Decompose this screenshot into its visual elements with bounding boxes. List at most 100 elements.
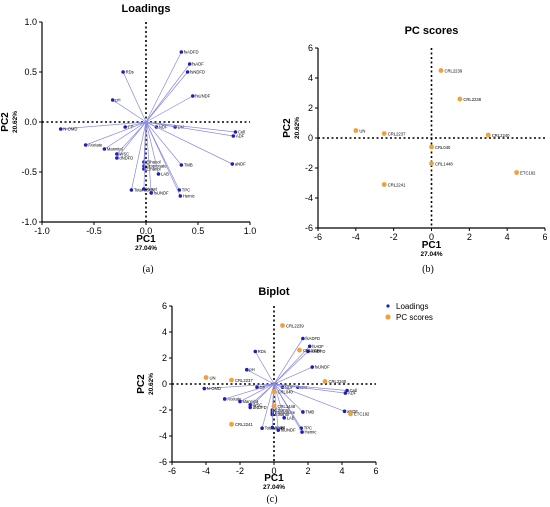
loading-vector (224, 383, 275, 400)
y-tick-label: -4 (305, 193, 313, 203)
loading-label: NDF (285, 385, 294, 390)
loading-label: dNDFD (253, 405, 267, 410)
loading-point (102, 147, 107, 151)
loading-point (58, 127, 63, 131)
loading-vector (273, 346, 310, 385)
loading-point (301, 336, 305, 341)
x-tick-label: 0.5 (192, 226, 205, 236)
loading-label: fsUNDF (281, 428, 296, 433)
loading-vector (122, 71, 147, 123)
score-label: CRL2237 (388, 131, 406, 136)
loading-vector (273, 383, 346, 394)
y-axis-sublabel: 20.62% (294, 117, 301, 139)
score-label: ETC192 (354, 412, 370, 417)
y-tick-label: -2 (159, 405, 167, 415)
loading-vector (273, 383, 285, 418)
loading-vector (112, 99, 147, 123)
x-tick-label: -1.0 (34, 226, 50, 236)
loading-point (276, 428, 281, 432)
y-tick-label: 2 (162, 353, 167, 363)
loading-vector (273, 383, 345, 412)
y-tick-label: 0.5 (24, 67, 37, 77)
loading-label: Acetate (227, 396, 242, 401)
x-axis-label: PC1 (136, 234, 156, 245)
loading-label: aNDF (235, 162, 246, 167)
loading-vector (145, 121, 233, 165)
panel-label: (b) (422, 264, 434, 275)
loading-vector (125, 121, 147, 128)
loading-point (121, 70, 125, 74)
loading-vector (273, 351, 309, 385)
score-label: CRL040 (278, 390, 294, 395)
loading-label: Acetate (88, 143, 103, 148)
loading-point (231, 134, 236, 138)
score-point (280, 323, 285, 328)
x-tick-label: 2 (305, 466, 310, 476)
y-tick-label: -2 (305, 163, 313, 173)
loading-point (179, 50, 184, 54)
loading-point (110, 98, 115, 102)
loading-vector (145, 121, 181, 197)
y-tick-label: 4 (162, 327, 167, 337)
y-axis-sublabel: 20.62% (148, 373, 155, 395)
loading-label: Mannitol (243, 399, 259, 404)
loading-point (202, 386, 207, 391)
score-label: CRL2239 (444, 68, 462, 73)
loading-point (248, 403, 252, 407)
loading-vector (145, 121, 234, 137)
x-tick-label: 4 (505, 232, 510, 242)
score-point (381, 131, 387, 136)
loading-point (260, 426, 264, 431)
loading-label: fsUNDF (154, 191, 169, 196)
score-label: CRL1448 (435, 161, 453, 166)
loading-label: fsUNDF (195, 94, 210, 99)
loading-label: DM (300, 385, 307, 390)
loading-label: RDs (258, 349, 266, 354)
loading-point (310, 365, 315, 369)
score-point (429, 161, 434, 166)
score-label: CRL2239 (286, 323, 304, 328)
loading-label: TMB (305, 409, 314, 414)
score-point (271, 389, 277, 395)
loading-vector (249, 383, 275, 408)
loading-label: fsADFD (305, 336, 320, 341)
score-point (429, 144, 434, 150)
loading-label: WSC (119, 152, 129, 157)
x-tick-label: 1.0 (244, 226, 257, 236)
y-tick-label: -6 (159, 457, 167, 467)
y-axis-label: PC2 (282, 118, 293, 138)
score-point (229, 377, 234, 383)
loading-label: dNDFD (119, 156, 133, 161)
loading-point (233, 130, 238, 134)
loading-point (156, 172, 161, 176)
loading-label: Hemic (305, 430, 317, 435)
score-point (353, 128, 359, 133)
chart-title: Biplot (258, 286, 289, 298)
loading-vector (246, 369, 275, 385)
loading-label: pH (115, 98, 120, 103)
loading-label: Mannitol (107, 147, 123, 152)
x-axis-sublabel: 27.04% (420, 251, 442, 258)
x-axis-label: PC1 (422, 240, 442, 251)
score-point (229, 421, 234, 427)
loading-label: fsADFD (184, 50, 199, 55)
x-tick-label: 6 (542, 232, 547, 242)
loading-point (301, 410, 305, 414)
loading-point (255, 385, 259, 390)
loading-point (222, 397, 227, 401)
loading-point (300, 430, 304, 434)
x-tick-label: -2 (236, 466, 244, 476)
x-tick-label: 6 (373, 466, 378, 476)
loading-point (179, 163, 184, 167)
loading-vector (204, 383, 275, 389)
score-label: ETC192 (520, 170, 536, 175)
loading-vector (273, 383, 304, 413)
loading-point (307, 344, 312, 349)
y-tick-label: 2 (308, 103, 313, 113)
loading-label: fsUNDF (315, 365, 330, 370)
score-label: CRL2240 (492, 133, 510, 138)
x-tick-label: 4 (339, 466, 344, 476)
x-tick-label: -6 (314, 232, 322, 242)
panel-label: (c) (266, 494, 277, 505)
x-tick-label: 0 (429, 232, 434, 242)
